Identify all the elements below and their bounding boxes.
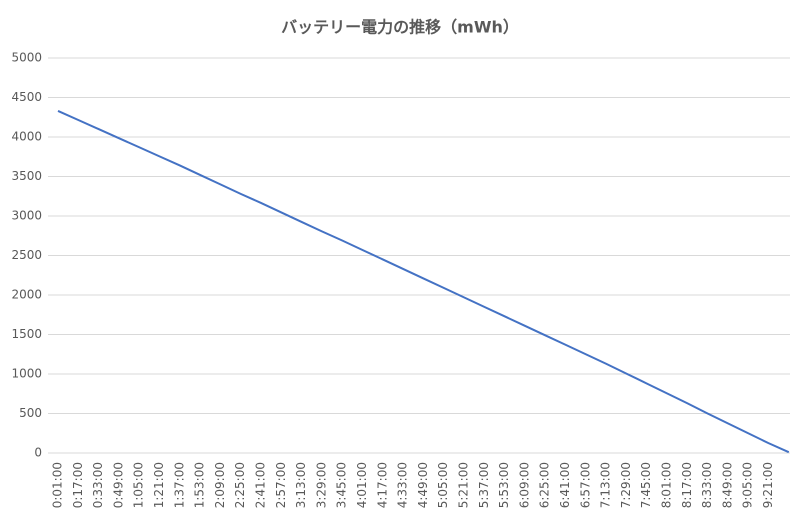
- y-tick-label: 1500: [11, 327, 42, 341]
- x-tick-label: 6:41:00: [558, 462, 572, 508]
- x-tick-label: 7:29:00: [619, 462, 633, 508]
- y-tick-label: 5000: [11, 51, 42, 65]
- x-tick-label: 9:05:00: [741, 462, 755, 508]
- y-tick-label: 3500: [11, 169, 42, 183]
- x-tick-label: 0:01:00: [51, 462, 65, 508]
- x-tick-label: 3:45:00: [335, 462, 349, 508]
- chart-title: バッテリー電力の推移（mWh）: [281, 18, 519, 37]
- x-tick-label: 5:37:00: [477, 462, 491, 508]
- x-tick-label: 2:57:00: [274, 462, 288, 508]
- y-tick-label: 4000: [11, 130, 42, 144]
- x-tick-label: 5:21:00: [457, 462, 471, 508]
- y-tick-label: 500: [19, 406, 42, 420]
- y-tick-label: 4500: [11, 90, 42, 104]
- y-tick-label: 1000: [11, 367, 42, 381]
- data-line: [57, 110, 790, 454]
- x-tick-label: 4:49:00: [416, 462, 430, 508]
- y-tick-label: 0: [34, 446, 42, 460]
- x-tick-label: 8:01:00: [660, 462, 674, 508]
- y-tick-label: 3000: [11, 209, 42, 223]
- x-tick-label: 6:57:00: [578, 462, 592, 508]
- x-tick-label: 2:09:00: [213, 462, 227, 508]
- x-tick-label: 1:53:00: [193, 462, 207, 508]
- y-tick-label: 2000: [11, 288, 42, 302]
- x-tick-label: 8:49:00: [720, 462, 734, 508]
- x-tick-label: 3:29:00: [314, 462, 328, 508]
- x-tick-label: 0:33:00: [91, 462, 105, 508]
- x-tick-label: 2:41:00: [254, 462, 268, 508]
- x-tick-label: 4:17:00: [375, 462, 389, 508]
- x-tick-label: 8:17:00: [680, 462, 694, 508]
- x-tick-label: 4:33:00: [396, 462, 410, 508]
- y-tick-label: 2500: [11, 248, 42, 262]
- x-tick-label: 1:37:00: [172, 462, 186, 508]
- x-tick-label: 2:25:00: [233, 462, 247, 508]
- x-tick-label: 6:09:00: [517, 462, 531, 508]
- x-tick-label: 0:49:00: [111, 462, 125, 508]
- x-tick-label: 7:45:00: [639, 462, 653, 508]
- x-tick-label: 7:13:00: [599, 462, 613, 508]
- x-tick-label: 3:13:00: [294, 462, 308, 508]
- x-tick-label: 1:05:00: [132, 462, 146, 508]
- x-tick-label: 4:01:00: [355, 462, 369, 508]
- x-tick-label: 5:53:00: [497, 462, 511, 508]
- x-tick-label: 8:33:00: [700, 462, 714, 508]
- x-tick-label: 0:17:00: [71, 462, 85, 508]
- x-tick-label: 1:21:00: [152, 462, 166, 508]
- x-tick-label: 9:21:00: [761, 462, 775, 508]
- x-tick-label: 6:25:00: [538, 462, 552, 508]
- x-tick-label: 5:05:00: [436, 462, 450, 508]
